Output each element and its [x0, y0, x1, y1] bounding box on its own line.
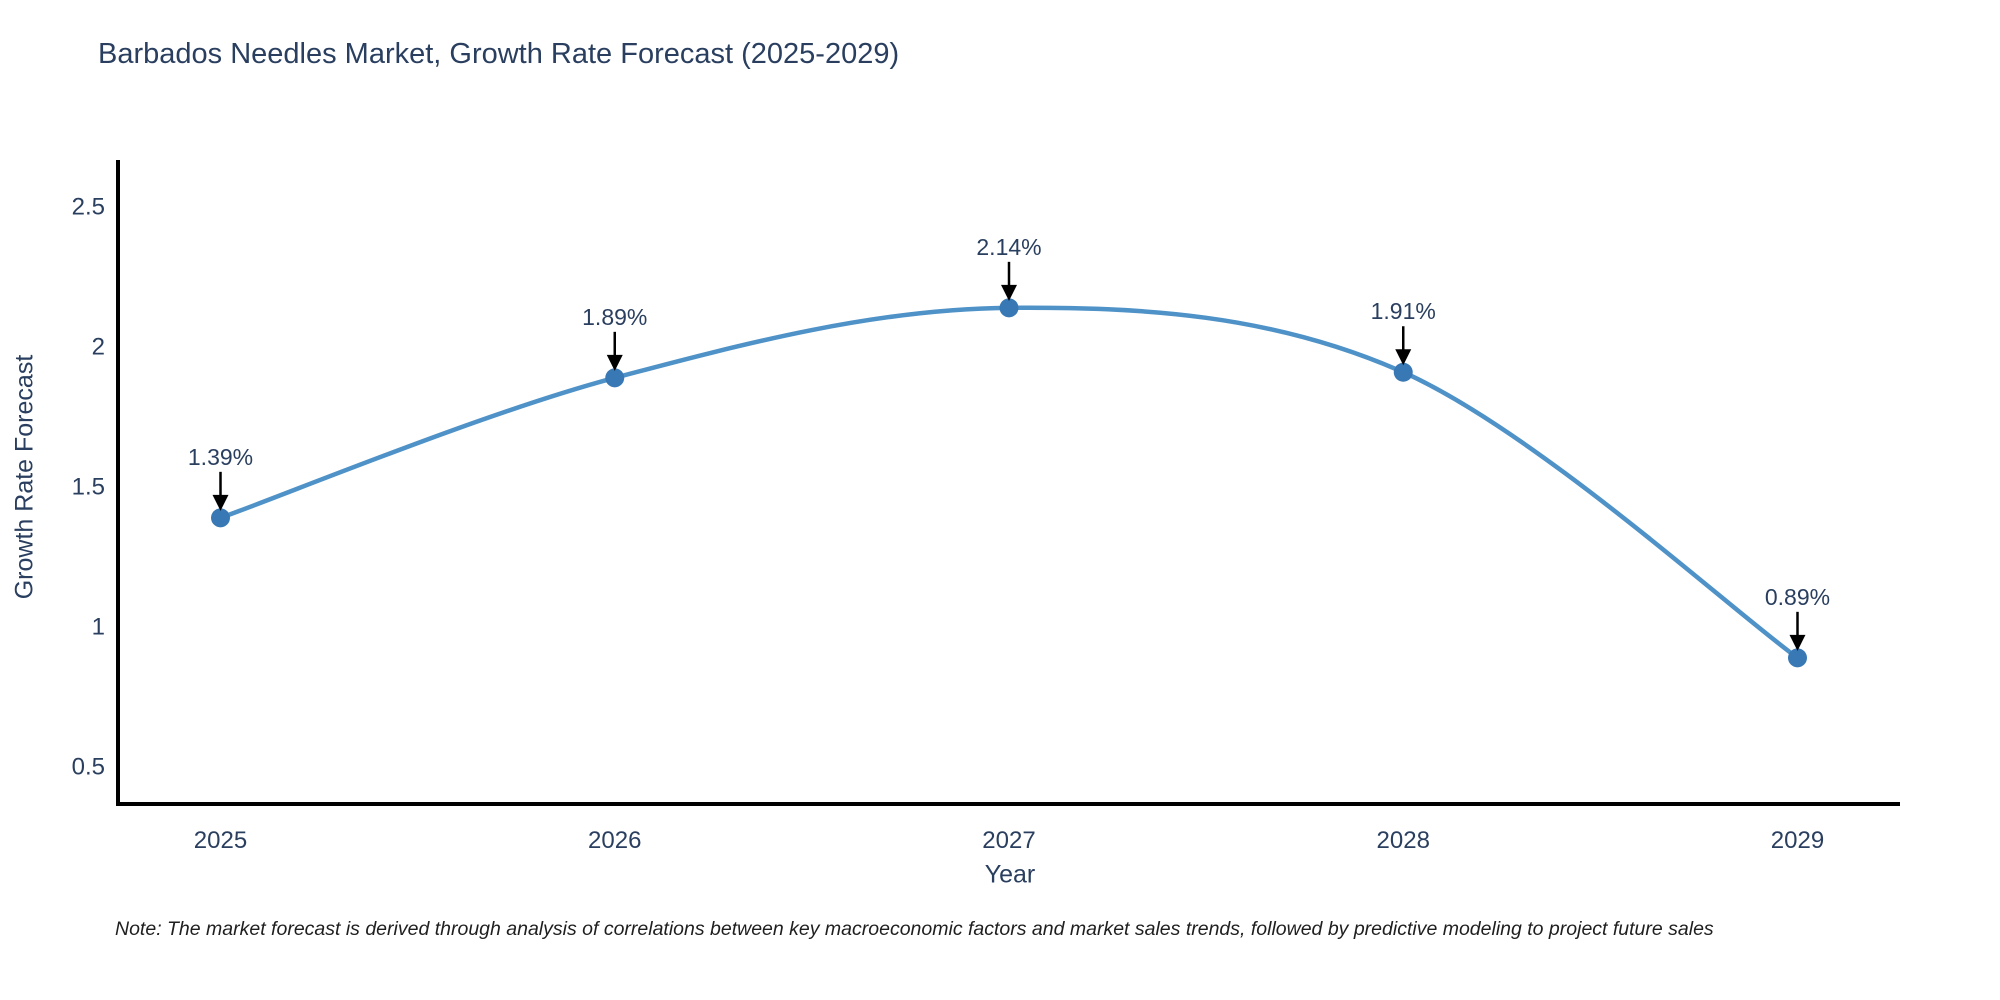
- x-tick-label: 2029: [1771, 827, 1824, 854]
- x-axis-title: Year: [984, 860, 1036, 889]
- trend-line: [218, 305, 1800, 661]
- data-point-marker[interactable]: [1787, 648, 1807, 668]
- annotation-label: 1.89%: [582, 304, 647, 330]
- x-tick-label: 2026: [588, 827, 641, 854]
- y-tick-label: 0.5: [72, 754, 105, 781]
- x-tick-label: 2028: [1377, 827, 1430, 854]
- annotation-label: 1.39%: [188, 444, 253, 470]
- x-tick-label: 2025: [194, 827, 247, 854]
- y-tick-label: 2: [92, 334, 105, 361]
- y-tick-label: 1.5: [72, 474, 105, 501]
- data-point-marker[interactable]: [999, 298, 1019, 318]
- y-tick-label: 2.5: [72, 194, 105, 221]
- y-tick-label: 1: [92, 614, 105, 641]
- data-point-marker[interactable]: [211, 508, 231, 528]
- annotation-arrowhead-icon: [212, 494, 229, 511]
- annotation-arrowhead-icon: [1395, 349, 1412, 366]
- annotation-arrowhead-icon: [606, 354, 623, 371]
- annotation-label: 2.14%: [976, 234, 1041, 260]
- data-point-marker[interactable]: [605, 368, 625, 388]
- annotation-arrowhead-icon: [1001, 284, 1017, 301]
- annotation-arrowhead-icon: [1789, 634, 1806, 651]
- x-tick-label: 2027: [982, 827, 1035, 854]
- annotation-label: 1.91%: [1371, 298, 1436, 324]
- footnote: Note: The market forecast is derived thr…: [115, 918, 1714, 940]
- chart-title: Barbados Needles Market, Growth Rate For…: [98, 38, 900, 70]
- annotation-label: 0.89%: [1765, 584, 1830, 610]
- data-point-marker[interactable]: [1393, 362, 1413, 382]
